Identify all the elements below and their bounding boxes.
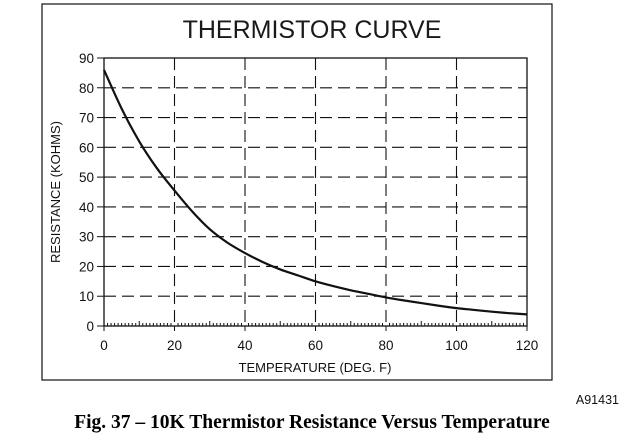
x-tick-label: 20 xyxy=(167,338,182,353)
x-tick-label: 0 xyxy=(100,338,108,353)
x-axis-label: TEMPERATURE (DEG. F) xyxy=(239,360,392,375)
figure-code: A91431 xyxy=(576,393,619,407)
y-tick-label: 70 xyxy=(79,111,94,126)
x-tick-labels: 0 20 40 60 80 100 120 xyxy=(100,326,538,353)
figure-caption: Fig. 37 – 10K Thermistor Resistance Vers… xyxy=(74,412,550,433)
y-axis-label: RESISTANCE (KOHMS) xyxy=(48,121,63,263)
y-tick-label: 50 xyxy=(79,170,94,185)
chart-border xyxy=(41,3,553,381)
x-tick-label: 40 xyxy=(237,338,252,353)
y-tick-label: 20 xyxy=(79,259,94,274)
y-tick-label: 60 xyxy=(79,140,94,155)
x-tick-label: 100 xyxy=(445,338,468,353)
series-resistance-curve xyxy=(102,69,528,316)
y-tick-labels: 0 10 20 30 40 50 60 70 80 90 xyxy=(79,51,104,334)
grid-lines xyxy=(104,58,527,326)
y-tick-label: 40 xyxy=(79,200,94,215)
x-tick-label: 120 xyxy=(516,338,539,353)
y-tick-label: 0 xyxy=(86,319,94,334)
y-tick-label: 90 xyxy=(79,51,94,66)
x-tick-label: 80 xyxy=(378,338,393,353)
x-tick-label: 60 xyxy=(308,338,323,353)
y-tick-label: 80 xyxy=(79,81,94,96)
y-tick-label: 30 xyxy=(79,230,94,245)
y-tick-label: 10 xyxy=(79,289,94,304)
chart-title: THERMISTOR CURVE xyxy=(183,16,442,44)
